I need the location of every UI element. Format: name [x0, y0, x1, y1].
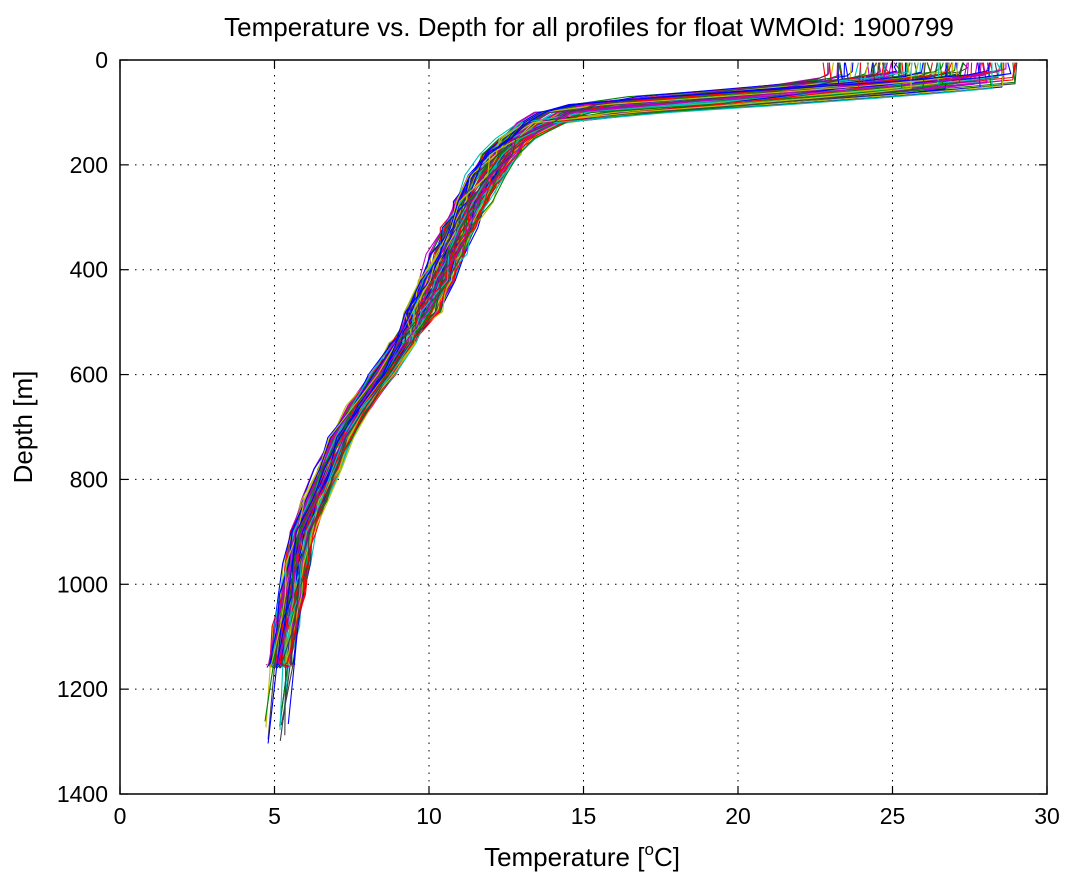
- x-axis-label-main: Temperature [: [484, 842, 645, 872]
- profile-line: [267, 62, 990, 744]
- x-tick-label: 15: [571, 803, 597, 829]
- profile-line: [269, 62, 913, 668]
- profiles: [264, 62, 1018, 744]
- x-tick-label: 10: [416, 803, 442, 829]
- y-tick-label: 800: [70, 466, 108, 492]
- profile-line: [277, 62, 968, 667]
- x-axis-label: Temperature [oC]: [484, 840, 680, 872]
- y-tick-label: 1000: [57, 571, 108, 597]
- y-tick-label: 1200: [57, 676, 108, 702]
- x-axis-label-superscript: o: [644, 840, 653, 859]
- y-tick-label: 400: [70, 257, 108, 283]
- y-axis-label: Depth [m]: [8, 371, 38, 484]
- grid: [120, 60, 1047, 794]
- x-tick-label: 5: [268, 803, 281, 829]
- y-tick-label: 0: [95, 47, 108, 73]
- x-tick-label: 20: [725, 803, 751, 829]
- x-tick-label: 25: [880, 803, 906, 829]
- y-tick-label: 1400: [57, 781, 108, 807]
- profile-line: [270, 62, 840, 666]
- x-tick-label: 30: [1034, 803, 1060, 829]
- chart-title: Temperature vs. Depth for all profiles f…: [224, 12, 954, 42]
- x-axis-label-end: C]: [654, 842, 680, 872]
- axis-ticks: 0 5 10 15 20 25 30 0 200 400 600 800 1000 1200 1400: [57, 47, 1060, 829]
- y-tick-label: 200: [70, 152, 108, 178]
- x-tick-label: 0: [114, 803, 127, 829]
- profile-line: [279, 62, 993, 731]
- profile-line: [287, 62, 959, 667]
- profile-line: [281, 62, 877, 667]
- y-tick-label: 600: [70, 362, 108, 388]
